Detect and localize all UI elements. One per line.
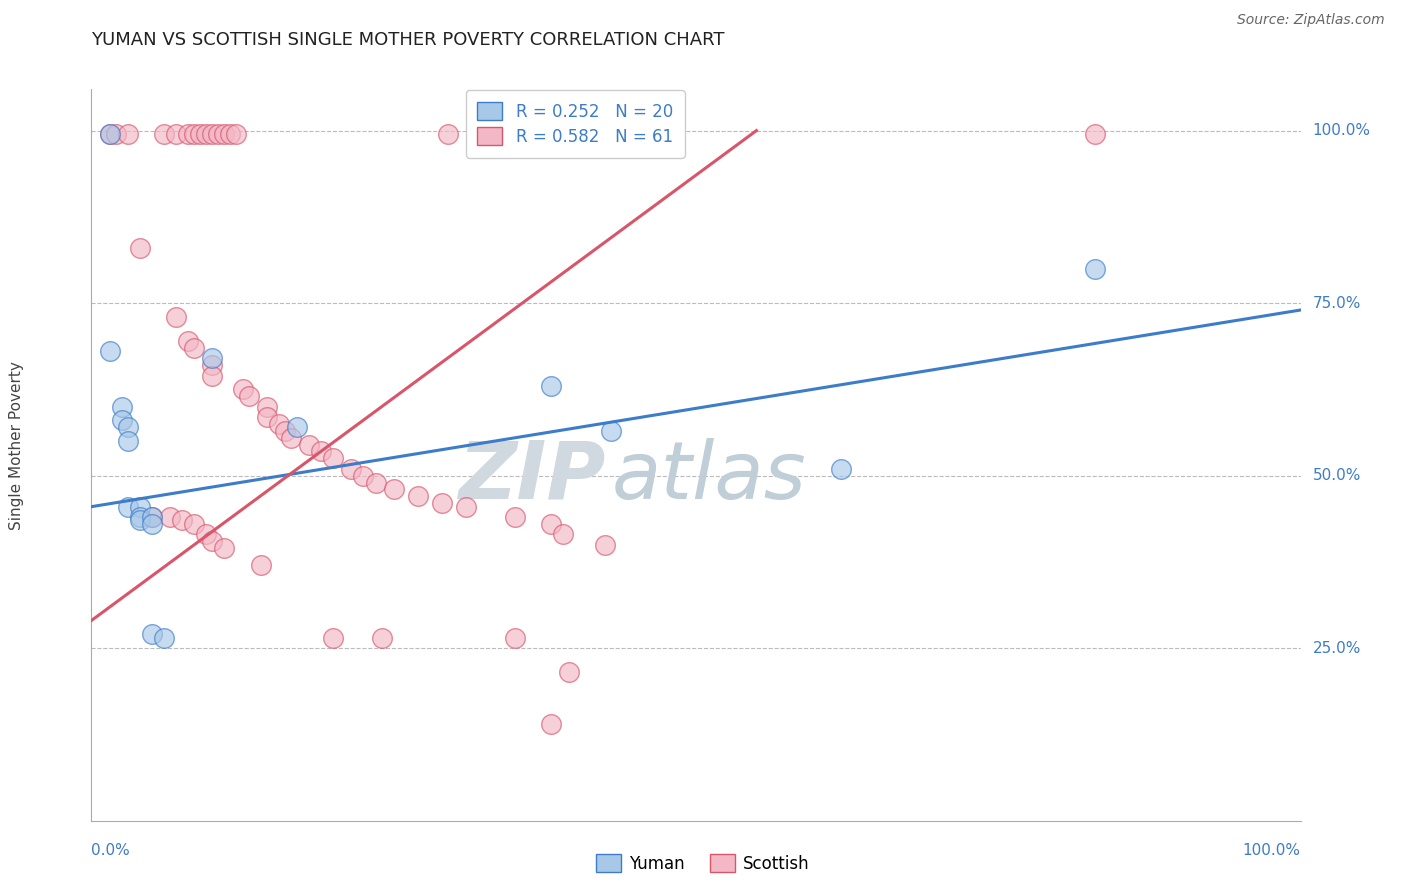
Point [214,541,236,555]
Point [503,631,526,645]
Point [509,127,531,141]
Point [177,334,200,348]
Point [159,510,181,524]
Point [830,461,852,475]
Point [153,631,176,645]
Point [456,500,478,514]
Point [165,310,187,324]
Point [267,417,290,431]
Text: atlas: atlas [612,438,806,516]
Text: Single Mother Poverty: Single Mother Poverty [10,361,24,531]
Point [128,510,150,524]
Text: 50.0%: 50.0% [1313,468,1361,483]
Point [298,437,321,451]
Point [256,409,278,424]
Point [382,483,405,497]
Point [225,127,247,141]
Point [165,127,187,141]
Point [201,358,224,372]
Point [98,127,121,141]
Point [195,527,218,541]
Point [491,127,513,141]
Point [522,127,544,141]
Point [207,127,229,141]
Point [128,241,150,255]
Point [430,496,453,510]
Point [141,510,163,524]
Point [141,516,163,531]
Point [117,434,139,449]
Point [201,368,224,383]
Text: 25.0%: 25.0% [1313,640,1361,656]
Text: Source: ZipAtlas.com: Source: ZipAtlas.com [1237,13,1385,28]
Point [111,400,132,414]
Text: 0.0%: 0.0% [91,843,131,858]
Point [558,665,581,680]
Point [249,558,271,573]
Text: 100.0%: 100.0% [1243,843,1301,858]
Point [183,341,205,355]
Point [104,127,127,141]
Point [183,127,205,141]
Point [98,344,121,359]
Point [322,631,344,645]
Point [201,127,224,141]
Legend: Yuman, Scottish: Yuman, Scottish [589,847,817,880]
Point [188,127,211,141]
Legend: R = 0.252   N = 20, R = 0.582   N = 61: R = 0.252 N = 20, R = 0.582 N = 61 [465,90,685,158]
Point [117,500,139,514]
Point [128,513,150,527]
Point [467,127,489,141]
Point [551,527,574,541]
Point [117,420,139,434]
Point [593,538,616,552]
Point [340,461,363,475]
Point [256,400,278,414]
Point [309,444,332,458]
Point [177,127,200,141]
Point [1084,261,1107,276]
Point [214,127,236,141]
Point [172,513,194,527]
Point [201,351,224,366]
Point [352,468,374,483]
Point [274,424,297,438]
Point [153,127,176,141]
Point [219,127,242,141]
Point [503,510,526,524]
Point [183,516,205,531]
Point [231,383,253,397]
Point [600,424,623,438]
Point [238,389,260,403]
Point [201,534,224,549]
Point [540,717,562,731]
Point [111,413,132,427]
Point [141,510,163,524]
Point [285,420,308,434]
Point [117,127,139,141]
Point [141,627,163,641]
Text: 100.0%: 100.0% [1313,123,1371,138]
Text: 75.0%: 75.0% [1313,295,1361,310]
Point [280,431,302,445]
Point [406,489,429,503]
Point [540,516,562,531]
Point [540,379,562,393]
Point [195,127,218,141]
Point [98,127,121,141]
Point [370,631,392,645]
Point [128,500,150,514]
Point [364,475,387,490]
Point [1084,127,1107,141]
Text: ZIP: ZIP [458,438,605,516]
Point [437,127,460,141]
Point [516,127,538,141]
Point [322,451,344,466]
Text: YUMAN VS SCOTTISH SINGLE MOTHER POVERTY CORRELATION CHART: YUMAN VS SCOTTISH SINGLE MOTHER POVERTY … [91,31,725,49]
